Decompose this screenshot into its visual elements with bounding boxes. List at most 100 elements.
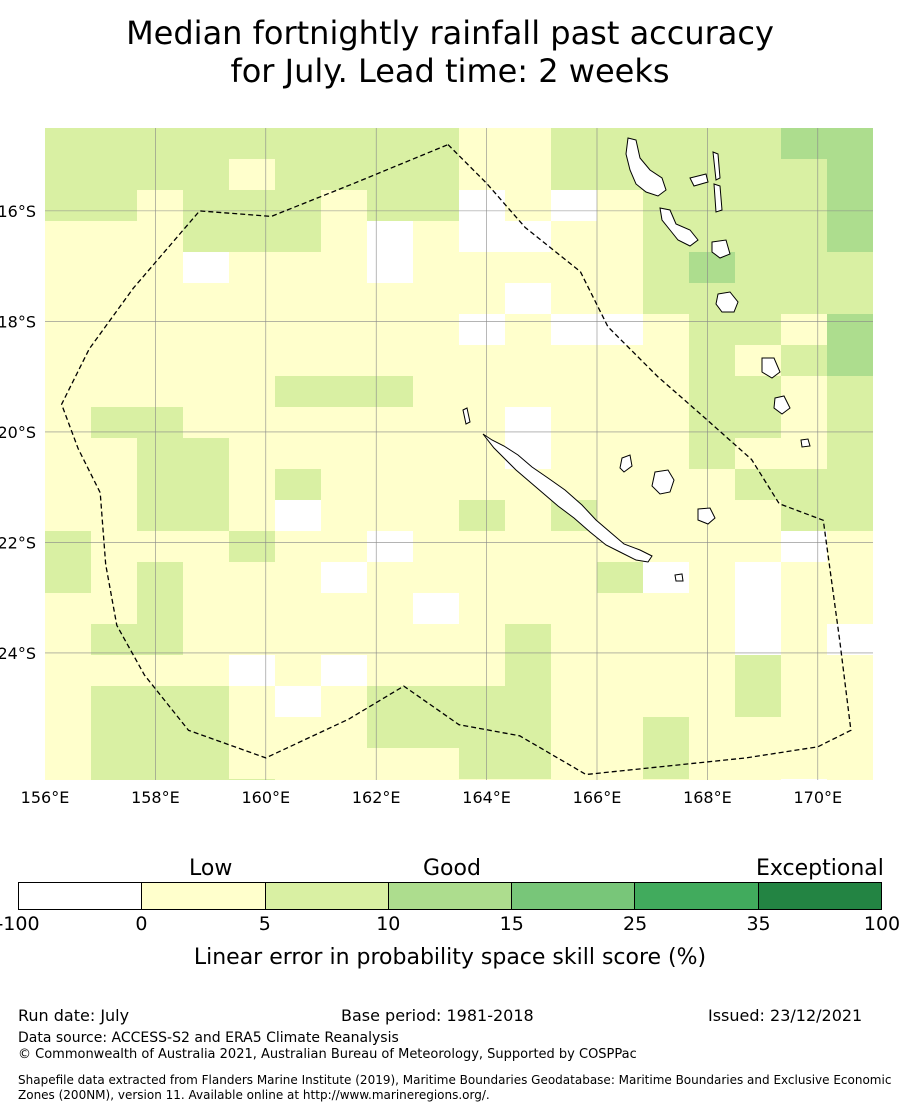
skill-cell: [91, 190, 137, 221]
latitude-label: 22°S: [0, 533, 36, 552]
skill-cell: [413, 717, 459, 748]
skill-cell: [827, 376, 873, 407]
skill-cell: [459, 190, 505, 221]
skill-cell: [229, 531, 275, 562]
skill-cell: [91, 159, 137, 190]
skill-cell: [183, 748, 229, 779]
skill-cell: [321, 562, 367, 593]
longitude-label: 162°E: [352, 788, 401, 807]
skill-cell: [459, 686, 505, 717]
skill-cell: [643, 748, 689, 779]
skill-cell: [781, 469, 827, 500]
skill-cell: [597, 562, 643, 593]
skill-cell: [505, 283, 551, 314]
vanuatu-erromango: [761, 357, 781, 379]
skill-cell: [183, 500, 229, 531]
skill-cell: [91, 407, 137, 438]
skill-cell: [827, 159, 873, 190]
skill-cell: [137, 779, 183, 780]
skill-cell: [689, 128, 735, 159]
skill-cell: [45, 128, 91, 159]
skill-cell: [781, 345, 827, 376]
colorbar-segment: [265, 883, 389, 909]
skill-cell: [505, 748, 551, 779]
skill-cell: [91, 686, 137, 717]
colorbar-axis-label: Linear error in probability space skill …: [193, 945, 707, 970]
skill-cell: [505, 221, 551, 252]
eez-dashed-line: [60, 143, 852, 776]
longitude-label: 160°E: [241, 788, 290, 807]
skill-cell: [45, 190, 91, 221]
skill-cell: [781, 252, 827, 283]
skill-cell: [137, 717, 183, 748]
latitude-label: 16°S: [0, 202, 36, 221]
belep-islands: [462, 407, 471, 425]
isle-of-pines: [674, 573, 684, 582]
vanuatu-malekula: [659, 207, 699, 247]
skill-cell: [781, 779, 827, 780]
colorbar-tick-label: 100: [863, 913, 900, 935]
colorbar-segment: [758, 883, 881, 909]
loyalty-island-mare: [697, 507, 716, 525]
skill-cell: [735, 159, 781, 190]
skill-cell: [137, 407, 183, 438]
skill-map: 156°E 158°E 160°E 162°E 164°E 166°E 168°E 170°E…: [0, 128, 873, 820]
skill-cell: [367, 717, 413, 748]
skill-cell: [827, 500, 873, 531]
colorbar-low-label: Low: [189, 856, 233, 881]
skill-cell: [229, 221, 275, 252]
skill-cell: [229, 128, 275, 159]
skill-cell: [137, 469, 183, 500]
skill-cell: [643, 810, 689, 820]
skill-cell: [91, 748, 137, 779]
skill-cell: [781, 283, 827, 314]
skill-cell: [183, 252, 229, 283]
skill-cell: [735, 190, 781, 221]
map-title: Median fortnightly rainfall past accurac…: [0, 14, 900, 90]
skill-cell: [735, 593, 781, 624]
skill-cell: [505, 407, 551, 438]
skill-cell: [735, 252, 781, 283]
skill-cell: [367, 686, 413, 717]
copyright: © Commonwealth of Australia 2021, Austra…: [18, 1047, 637, 1062]
skill-cell: [643, 717, 689, 748]
skill-cell: [827, 190, 873, 221]
skill-cell: [275, 376, 321, 407]
skill-cell: [275, 686, 321, 717]
skill-cell: [735, 624, 781, 655]
skill-cell: [275, 159, 321, 190]
skill-cell: [137, 128, 183, 159]
colorbar-tick-label: 5: [258, 913, 271, 935]
skill-cell: [781, 190, 827, 221]
skill-cell: [367, 531, 413, 562]
skill-cell: [367, 159, 413, 190]
skill-cell: [505, 717, 551, 748]
loyalty-island-lifou: [651, 469, 675, 495]
skill-cell: [137, 810, 183, 820]
skill-cell: [91, 779, 137, 780]
colorbar-tick-label: 15: [499, 913, 524, 935]
skill-cell: [459, 128, 505, 159]
skill-cell: [827, 469, 873, 500]
skill-cell: [91, 624, 137, 655]
longitude-label: 168°E: [683, 788, 732, 807]
skill-cell: [643, 252, 689, 283]
skill-cell: [689, 407, 735, 438]
colorbar-segment: [142, 883, 266, 909]
skill-cell: [91, 717, 137, 748]
skill-cell: [413, 159, 459, 190]
vanuatu-efate: [715, 291, 739, 313]
skill-cell: [137, 686, 183, 717]
latitude-label: 18°S: [0, 312, 36, 331]
data-source: Data source: ACCESS-S2 and ERA5 Climate …: [18, 1030, 399, 1046]
skill-cell: [689, 376, 735, 407]
skill-cell: [643, 283, 689, 314]
vanuatu-ambrym-epi: [689, 173, 731, 259]
colorbar: [18, 882, 882, 910]
skill-cell: [505, 128, 551, 159]
skill-cell: [689, 438, 735, 469]
skill-cell: [827, 221, 873, 252]
skill-cell: [229, 655, 275, 686]
colorbar-tick-label: 0: [135, 913, 148, 935]
skill-cell: [597, 314, 643, 345]
